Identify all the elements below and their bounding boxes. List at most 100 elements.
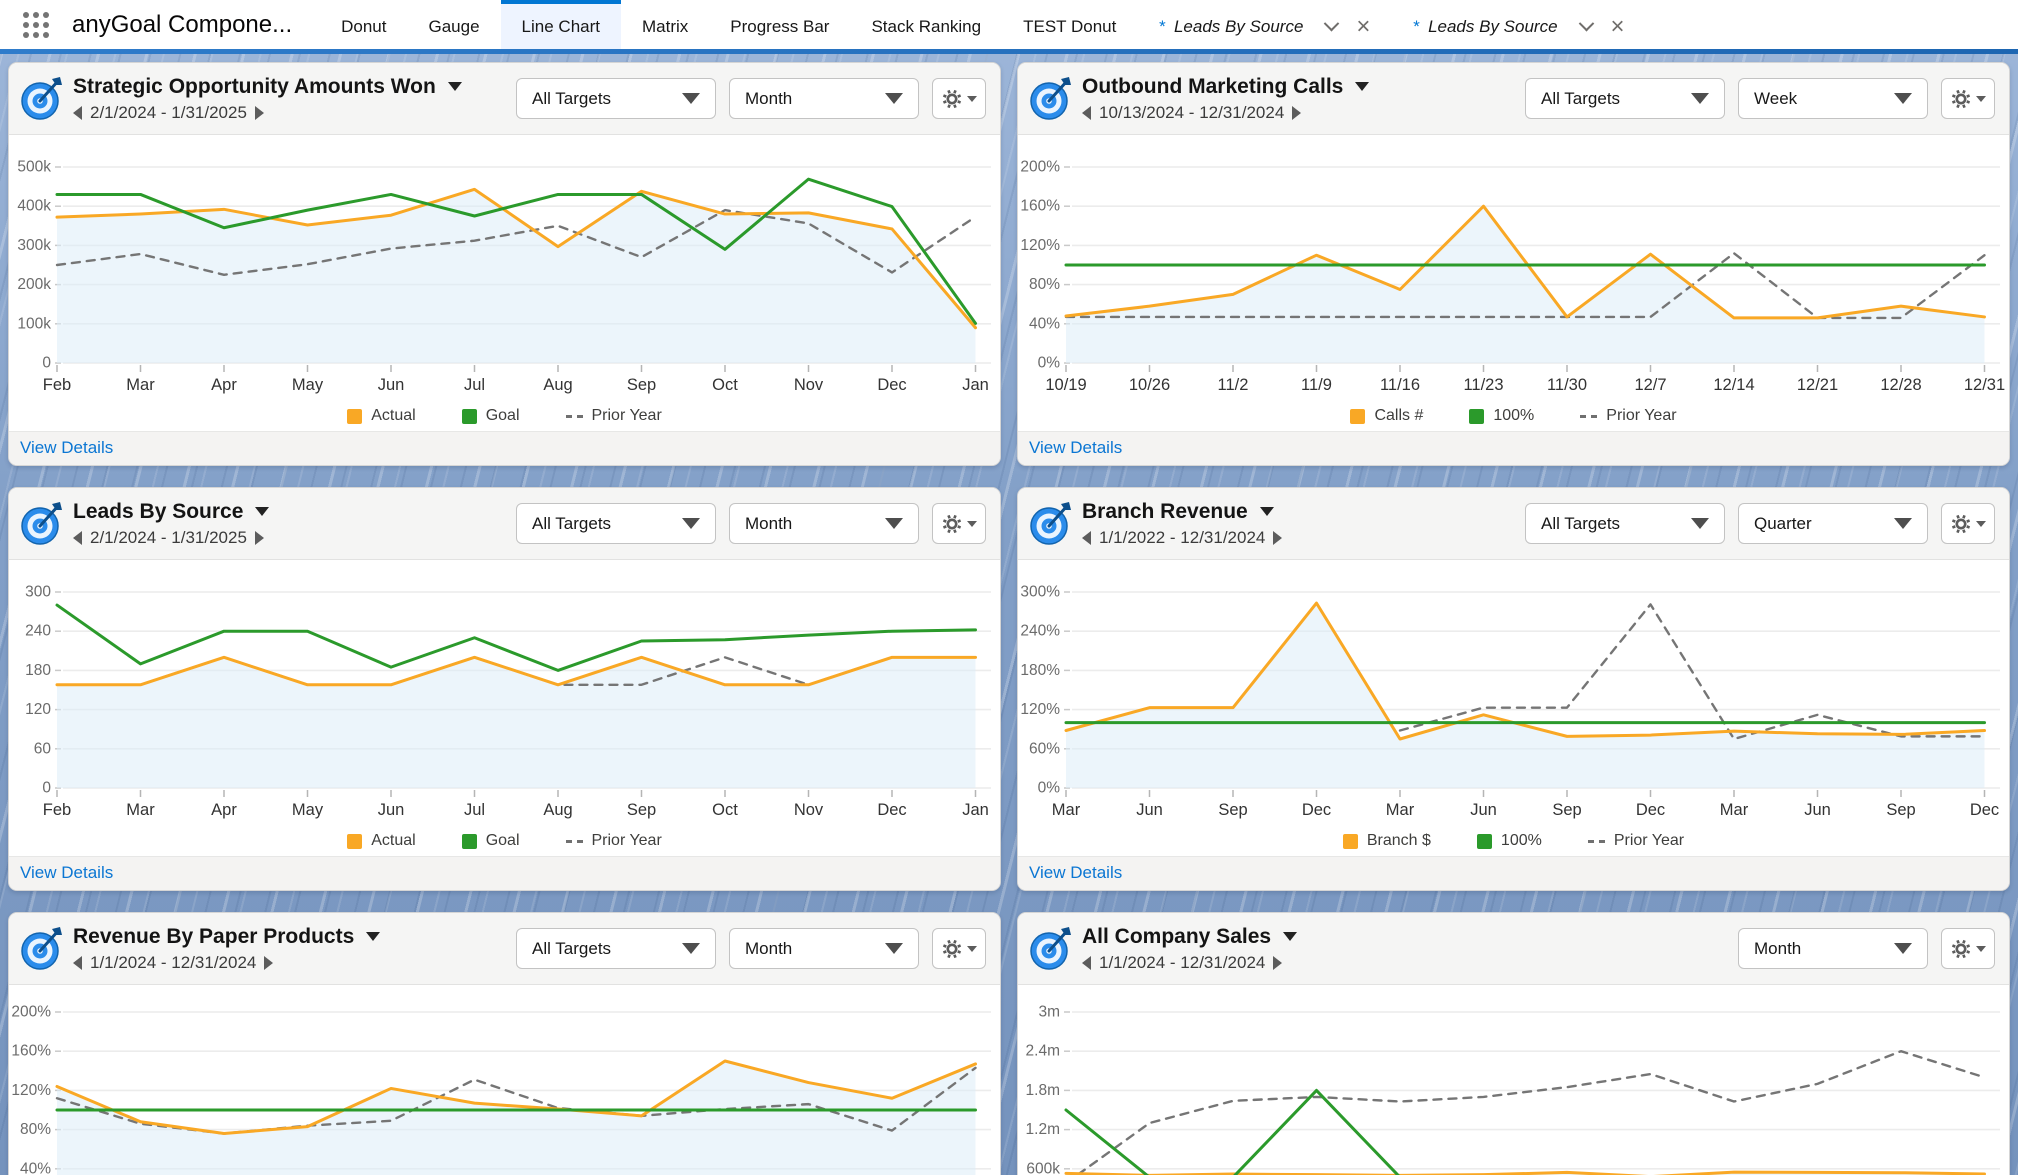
legend-item: Goal [461, 407, 520, 425]
period-dropdown[interactable]: Month [1738, 928, 1928, 969]
svg-text:11/23: 11/23 [1463, 376, 1503, 394]
target-filter-dropdown[interactable]: All Targets [516, 503, 716, 544]
svg-text:0: 0 [42, 355, 51, 372]
period-dropdown[interactable]: Month [729, 78, 919, 119]
date-prev-icon[interactable] [73, 955, 82, 970]
card-header: Revenue By Paper Products 1/1/2024 - 12/3… [9, 913, 1000, 985]
target-filter-dropdown[interactable]: All Targets [1525, 503, 1725, 544]
date-next-icon[interactable] [1273, 955, 1283, 970]
settings-button[interactable] [932, 928, 986, 969]
svg-text:Sep: Sep [627, 801, 656, 819]
date-prev-icon[interactable] [73, 530, 82, 545]
goal-card: All Company Sales 1/1/2024 - 12/31/2024 Mo… [1017, 912, 2010, 1175]
settings-button[interactable] [1941, 78, 1995, 119]
target-filter-dropdown[interactable]: All Targets [1525, 78, 1725, 119]
settings-button[interactable] [932, 78, 986, 119]
view-details-link[interactable]: View Details [20, 863, 114, 883]
title-caret-icon[interactable] [447, 82, 462, 91]
dropdown-caret-icon [1691, 93, 1709, 104]
period-dropdown[interactable]: Month [729, 928, 919, 969]
dropdown-caret-icon [682, 93, 700, 104]
period-dropdown[interactable]: Quarter [1738, 503, 1928, 544]
svg-text:600k: 600k [1026, 1160, 1060, 1175]
card-header-text: Strategic Opportunity Amounts Won 2/1/202… [73, 75, 516, 123]
period-dropdown[interactable]: Week [1738, 78, 1928, 119]
legend-item: Branch $ [1342, 832, 1431, 850]
view-details-link[interactable]: View Details [1029, 863, 1123, 883]
legend-label: Actual [371, 407, 416, 425]
tab-test-donut[interactable]: TEST Donut [1002, 0, 1137, 49]
date-prev-icon[interactable] [73, 105, 82, 120]
svg-text:1.8m: 1.8m [1026, 1082, 1060, 1099]
date-prev-icon[interactable] [1082, 105, 1091, 120]
title-caret-icon[interactable] [1355, 82, 1370, 91]
svg-text:Dec: Dec [877, 801, 906, 819]
gear-icon [1951, 939, 1971, 958]
svg-text:120%: 120% [11, 1082, 51, 1099]
legend-item: Prior Year [1587, 832, 1684, 850]
close-icon[interactable]: × [1610, 12, 1625, 40]
date-prev-icon[interactable] [1082, 530, 1091, 545]
dropdown-caret-icon [885, 93, 903, 104]
view-details-link[interactable]: View Details [20, 438, 114, 458]
legend-item: Actual [347, 407, 416, 425]
svg-text:10/26: 10/26 [1129, 376, 1170, 394]
svg-text:Aug: Aug [543, 801, 572, 819]
tab-matrix[interactable]: Matrix [621, 0, 709, 49]
svg-text:300: 300 [25, 584, 51, 601]
tab-stack-ranking[interactable]: Stack Ranking [850, 0, 1002, 49]
legend-swatch [1469, 408, 1485, 424]
tab-progress-bar[interactable]: Progress Bar [709, 0, 850, 49]
settings-button[interactable] [932, 503, 986, 544]
card-header-text: Outbound Marketing Calls 10/13/2024 - 12/… [1082, 75, 1525, 123]
close-icon[interactable]: × [1356, 12, 1371, 40]
title-caret-icon[interactable] [255, 507, 270, 516]
tab-line-chart[interactable]: Line Chart [500, 0, 621, 49]
line-chart-plot: 500k 400k 300k 200k 100k 0 Feb Mar Apr May Jun Jul A… [17, 159, 991, 394]
chart-legend: Branch $ 100% Prior Year [1018, 827, 2009, 856]
settings-button[interactable] [1941, 928, 1995, 969]
target-filter-dropdown[interactable]: All Targets [516, 78, 716, 119]
svg-text:Apr: Apr [211, 801, 237, 819]
period-dropdown[interactable]: Month [729, 503, 919, 544]
dropdown-caret-icon [682, 518, 700, 529]
svg-text:160%: 160% [1020, 198, 1060, 215]
gear-icon [942, 89, 962, 108]
tab-donut[interactable]: Donut [320, 0, 407, 49]
tab-label: Donut [341, 16, 387, 36]
title-caret-icon[interactable] [1283, 932, 1298, 941]
date-prev-icon[interactable] [1082, 955, 1091, 970]
chart-title: All Company Sales [1082, 924, 1272, 948]
date-next-icon[interactable] [1273, 530, 1283, 545]
gear-icon [1951, 514, 1971, 533]
target-filter-dropdown[interactable]: All Targets [516, 928, 716, 969]
nav-accent-bar [0, 49, 2018, 54]
chevron-down-icon[interactable] [1324, 15, 1340, 32]
tab-label: Stack Ranking [871, 16, 982, 36]
tab-leads-by-source[interactable]: * Leads By Source × [1391, 0, 1645, 49]
view-details-link[interactable]: View Details [1029, 438, 1123, 458]
app-launcher-icon[interactable] [14, 0, 58, 49]
date-next-icon[interactable] [254, 105, 264, 120]
line-chart-plot: 300 240 180 120 60 0 Feb Mar Apr May Jun Jul Aug Sep O… [25, 584, 991, 819]
tab-gauge[interactable]: Gauge [408, 0, 501, 49]
tab-label: TEST Donut [1023, 16, 1117, 36]
title-caret-icon[interactable] [1259, 507, 1274, 516]
svg-text:Dec: Dec [1302, 801, 1331, 819]
svg-text:Jun: Jun [1804, 801, 1831, 819]
card-header-text: Branch Revenue 1/1/2022 - 12/31/2024 [1082, 500, 1525, 548]
tab-leads-by-source[interactable]: * Leads By Source × [1137, 0, 1391, 49]
dropdown-caret-icon [1691, 518, 1709, 529]
svg-text:11/9: 11/9 [1301, 376, 1332, 394]
chevron-down-icon[interactable] [1578, 15, 1594, 32]
date-next-icon[interactable] [254, 530, 264, 545]
chart-legend: Actual Goal Prior Year [9, 402, 1000, 431]
title-caret-icon[interactable] [366, 932, 381, 941]
date-next-icon[interactable] [264, 955, 274, 970]
settings-button[interactable] [1941, 503, 1995, 544]
line-chart-plot: 200% 160% 120% 80% 40% 0% 10/19 10/26 11/2 11/9 11… [1020, 159, 2005, 395]
dropdown-value: Month [745, 938, 793, 958]
date-next-icon[interactable] [1292, 105, 1302, 120]
target-icon [21, 926, 62, 970]
dropdown-caret-icon [1894, 93, 1912, 104]
